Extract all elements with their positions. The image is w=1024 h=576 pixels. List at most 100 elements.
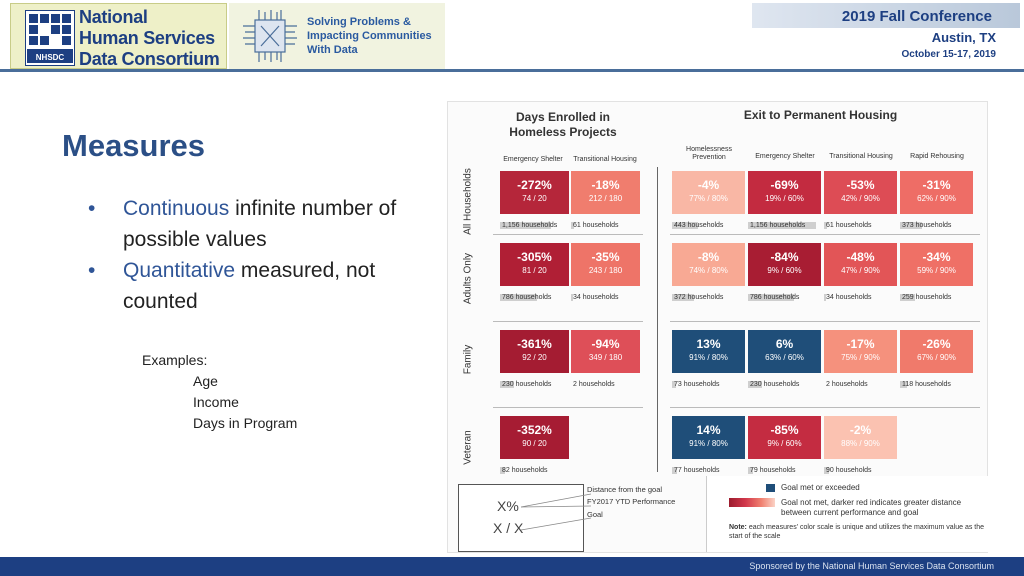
measure-cell: -53% 42% / 90% [824,171,897,214]
bullet-text: infinite number of possible values [123,197,397,251]
col-header-days-es: Emergency Shelter [503,156,563,163]
sponsor-footer: Sponsored by the National Human Services… [0,557,1024,576]
legend-distance-label: Distance from the goal [587,485,663,494]
distance-from-goal: -84% [770,250,799,264]
performance-vs-goal: 9% / 60% [767,266,802,275]
performance-vs-goal: 47% / 90% [841,266,880,275]
household-bar [824,294,826,301]
distance-from-goal: -35% [591,250,620,264]
goal-not-met-gradient [729,498,775,507]
exit-housing-header: Exit to Permanent Housing [743,108,898,122]
household-bar [824,467,829,474]
household-label: 79 households [750,467,796,474]
example-item: Age [193,373,218,389]
col-header-exit-th: Transitional Housing [829,153,893,160]
legend-ytd-label: FY2017 YTD Performance [587,497,676,506]
examples-label: Examples: [142,352,208,368]
distance-from-goal: -85% [770,423,799,437]
household-label: 90 households [826,467,872,474]
household-label: 373 households [902,222,952,229]
header-divider [0,69,1024,72]
slide-title: Measures [62,128,206,163]
distance-from-goal: -2% [849,423,872,437]
household-label: 786 households [502,294,552,301]
household-count: 372 households [672,293,744,302]
performance-vs-goal: 91% / 80% [689,353,728,362]
legend-sample-box: X% X / X [458,484,592,552]
household-label: 61 households [826,222,872,229]
tagline-line-1: Solving Problems & [307,16,411,28]
household-count: 373 households [900,221,972,230]
bullet-quantitative: • Quantitative measured, not counted [88,255,428,317]
distance-from-goal: -8% [697,250,720,264]
performance-dashboard-figure: Days Enrolled in Homeless Projects Exit … [447,101,989,553]
days-enrolled-header: Days Enrolled in Homeless Projects [509,110,617,139]
performance-vs-goal: 81 / 20 [522,266,547,275]
row-separator [670,234,980,235]
household-count: 230 households [748,380,820,389]
household-bar [672,467,677,474]
performance-vs-goal: 88% / 90% [841,439,880,448]
household-bar [900,294,915,301]
household-bar [500,294,537,301]
household-label: 230 households [502,381,552,388]
household-label: 61 households [573,222,619,229]
performance-vs-goal: 19% / 60% [765,194,804,203]
distance-from-goal: -4% [697,178,720,192]
household-count: 786 households [500,293,572,302]
measure-cell: -272% 74 / 20 [500,171,569,214]
household-count: 34 households [571,293,643,302]
performance-vs-goal: 92 / 20 [522,353,547,362]
performance-vs-goal: 212 / 180 [588,194,623,203]
legend-note-text: each measures' color scale is unique and… [729,524,985,540]
circuit-chip-icon [243,10,297,62]
measure-cell: 14% 91% / 80% [672,416,745,459]
bullet-continuous: • Continuous infinite number of possible… [88,193,428,255]
household-count: 786 households [748,293,820,302]
household-label: 443 households [674,222,724,229]
performance-vs-goal: 74 / 20 [522,194,547,203]
legend-color-key: Goal met or exceeded Goal not met, darke… [706,476,989,552]
logo-line-2: Human Services [79,28,215,48]
household-label: 34 households [573,294,619,301]
distance-from-goal: -94% [591,337,620,351]
distance-from-goal: -69% [770,178,799,192]
household-bar [748,467,753,474]
conference-banner: 2019 Fall Conference [752,3,1020,28]
distance-from-goal: -53% [846,178,875,192]
distance-from-goal: -361% [517,337,552,351]
col-header-exit-es: Emergency Shelter [755,153,815,160]
distance-from-goal: 14% [696,423,721,437]
household-count: 73 households [672,380,744,389]
legend-note-bold: Note: [729,524,747,531]
performance-vs-goal: 63% / 60% [765,353,804,362]
conference-dates: October 15-17, 2019 [901,49,997,60]
household-label: 1,156 households [750,222,806,229]
measure-cell: -84% 9% / 60% [748,243,821,286]
distance-from-goal: -305% [517,250,552,264]
row-separator [493,321,643,322]
household-bar [748,222,816,229]
household-label: 77 households [674,467,720,474]
measure-cell: 13% 91% / 80% [672,330,745,373]
measure-cell: -361% 92 / 20 [500,330,569,373]
bullet-text: measured, not counted [123,259,376,313]
household-count: 1,156 households [500,221,572,230]
performance-vs-goal: 9% / 60% [767,439,802,448]
tagline-line-2: Impacting Communities [307,30,432,42]
household-count: 118 households [900,380,972,389]
legend-sample-pct: X% [497,498,519,514]
household-count: 2 households [571,380,643,389]
measure-cell: -26% 67% / 90% [900,330,973,373]
legend-note: Note: each measures' color scale is uniq… [729,523,987,541]
household-bar [900,222,922,229]
household-label: 372 households [674,294,724,301]
row-separator [670,407,980,408]
measure-cell: -35% 243 / 180 [571,243,640,286]
household-bar [672,381,676,388]
logo-line-1: National [79,7,148,27]
goal-met-swatch [766,484,775,492]
household-label: 2 households [826,381,868,388]
measure-cell: -305% 81 / 20 [500,243,569,286]
bullet-list: • Continuous infinite number of possible… [88,193,428,317]
